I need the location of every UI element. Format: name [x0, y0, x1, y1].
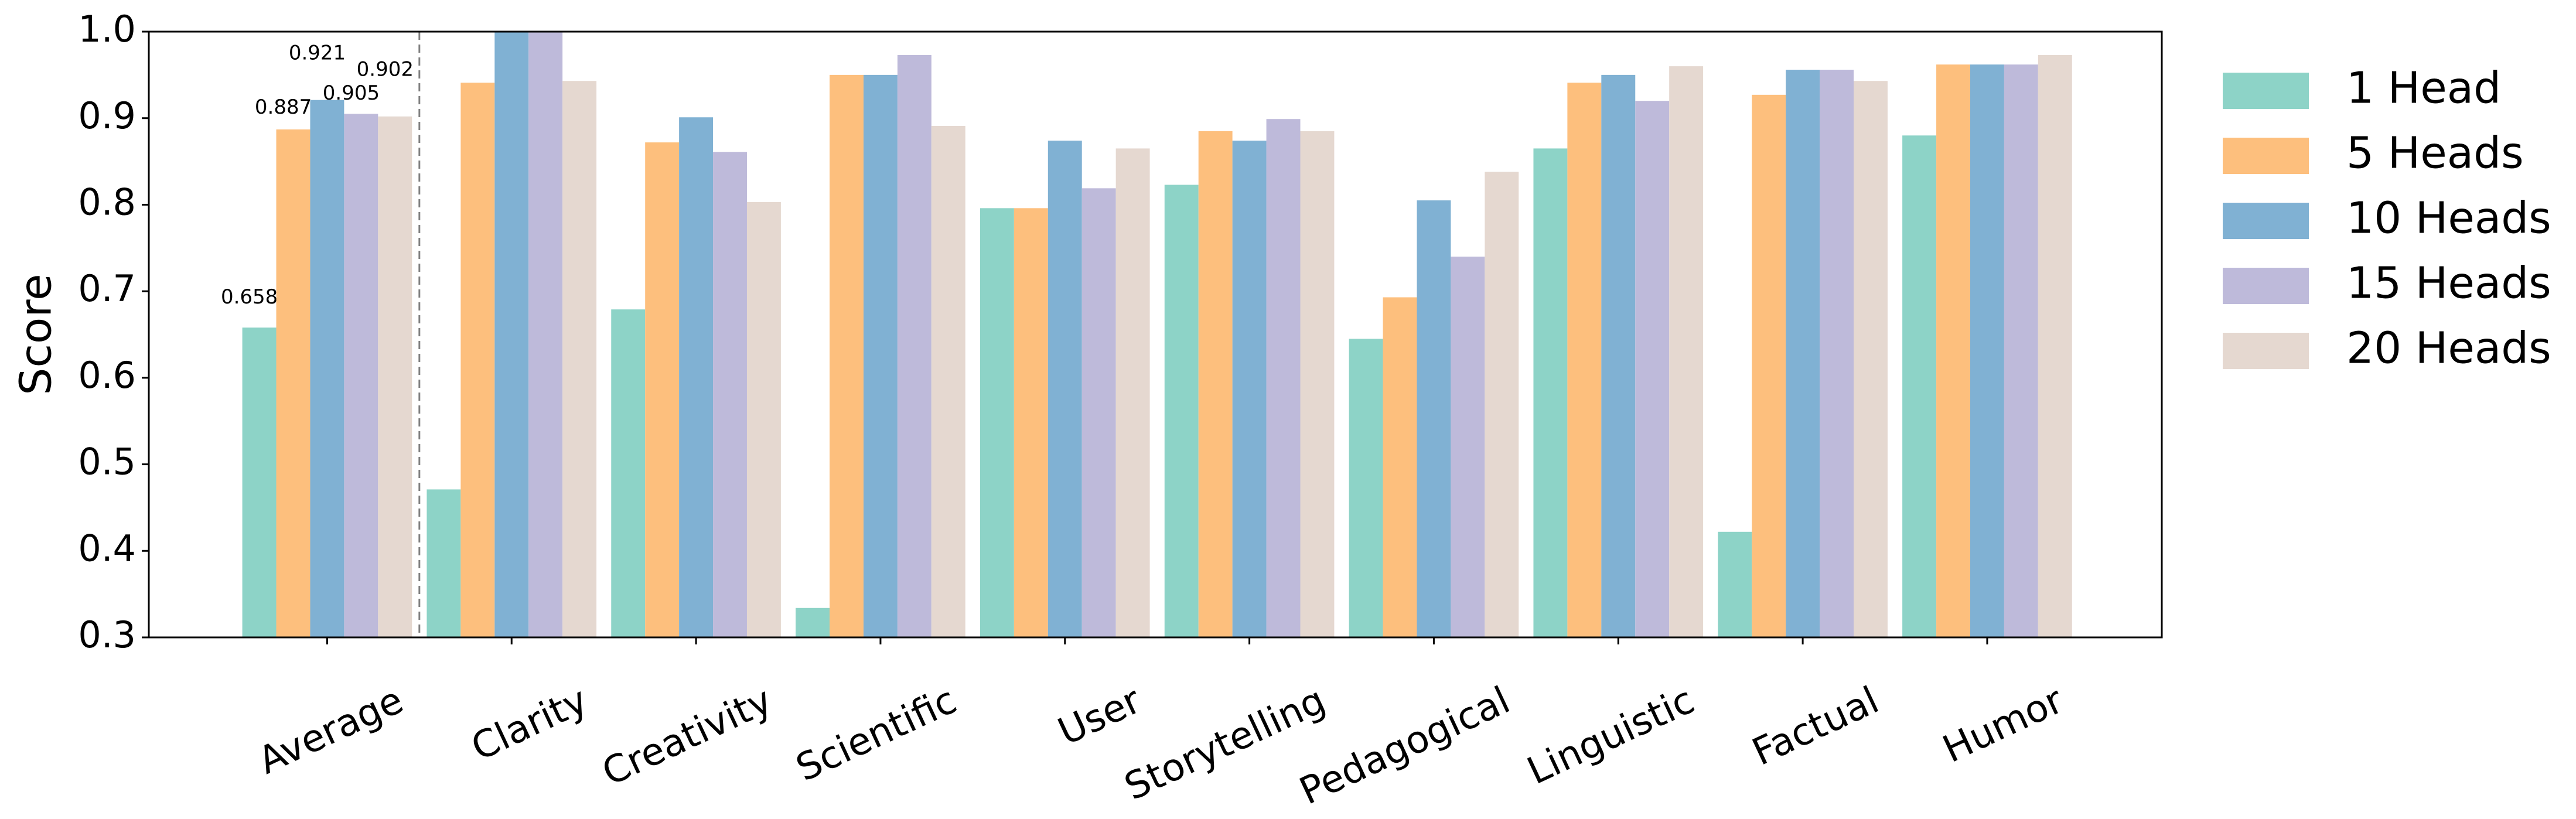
- bar: [1417, 200, 1451, 637]
- bar: [679, 117, 714, 638]
- bar: [528, 32, 563, 637]
- legend-swatch: [2223, 73, 2309, 109]
- x-tick-label: Creativity: [596, 678, 779, 794]
- y-tick-label: 0.3: [78, 613, 136, 656]
- y-tick-label: 0.8: [78, 181, 136, 224]
- x-tick-label: Linguistic: [1521, 678, 1701, 793]
- bar: [1232, 141, 1267, 637]
- bar: [1451, 257, 1485, 637]
- legend-swatch: [2223, 138, 2309, 174]
- bar: [863, 74, 898, 638]
- bar: [1820, 69, 1854, 638]
- y-tick-label: 0.9: [78, 94, 136, 137]
- bar: [276, 129, 311, 638]
- bar: [1533, 148, 1568, 637]
- bar: [1936, 64, 1970, 638]
- bar: [1718, 531, 1752, 637]
- bar: [645, 142, 680, 637]
- y-tick-label: 0.7: [78, 267, 136, 310]
- bar: [562, 81, 597, 637]
- bar: [1300, 131, 1335, 637]
- bar: [1970, 64, 2004, 638]
- data-label: 0.902: [357, 57, 414, 81]
- bar: [1601, 74, 1636, 638]
- x-tick-label: User: [1052, 678, 1148, 754]
- y-axis-label: Score: [11, 274, 62, 395]
- x-tick-label: Humor: [1936, 678, 2070, 772]
- bar: [1854, 81, 1888, 637]
- legend-swatch: [2223, 333, 2309, 369]
- y-tick-label: 1.0: [78, 8, 136, 50]
- bar: [1266, 119, 1301, 638]
- bar: [1048, 141, 1082, 637]
- bar: [344, 114, 378, 638]
- legend-swatch: [2223, 268, 2309, 304]
- bar: [611, 309, 646, 637]
- bar: [1081, 188, 1116, 637]
- bar: [1902, 135, 1937, 637]
- data-label: 0.905: [323, 81, 380, 105]
- bar: [427, 489, 461, 637]
- x-tick-label: Clarity: [465, 678, 594, 769]
- y-tick-label: 0.6: [78, 354, 136, 397]
- bar: [1383, 297, 1417, 637]
- y-tick-label: 0.5: [78, 441, 136, 483]
- legend-label: 15 Heads: [2346, 258, 2551, 309]
- bar: [1164, 185, 1199, 637]
- bar: [2038, 54, 2072, 637]
- bar: [378, 116, 412, 637]
- x-tick-label: Pedagogical: [1293, 678, 1516, 813]
- bar: [1635, 101, 1670, 637]
- bar: [746, 202, 781, 637]
- bar: [1485, 172, 1519, 638]
- data-label: 0.921: [289, 41, 346, 64]
- legend-label: 1 Head: [2346, 63, 2501, 114]
- bar: [1014, 208, 1048, 637]
- legend-label: 10 Heads: [2346, 193, 2551, 244]
- bar: [931, 126, 965, 638]
- data-label: 0.887: [255, 95, 312, 119]
- bar: [1567, 83, 1602, 637]
- bar: [1752, 94, 1786, 637]
- bar: [713, 152, 747, 637]
- x-tick-label: Factual: [1746, 678, 1885, 774]
- x-tick-label: Scientific: [790, 678, 963, 790]
- legend-swatch: [2223, 203, 2309, 239]
- bar: [1198, 131, 1233, 637]
- legend-label: 5 Heads: [2346, 128, 2524, 179]
- bar: [980, 208, 1014, 637]
- data-label: 0.658: [221, 285, 278, 309]
- bar: [796, 608, 830, 637]
- bar: [2004, 64, 2038, 638]
- legend-label: 20 Heads: [2346, 323, 2551, 374]
- bar: [494, 32, 529, 637]
- bar: [310, 100, 344, 638]
- bar: [1349, 339, 1383, 637]
- plot-frame: [148, 30, 2163, 639]
- bar: [897, 54, 932, 637]
- bar: [1786, 69, 1820, 638]
- bar: [242, 327, 277, 637]
- bar: [460, 83, 495, 637]
- bar: [1115, 148, 1150, 637]
- y-tick-label: 0.4: [78, 527, 136, 569]
- x-tick-label: Average: [252, 678, 410, 783]
- bar: [830, 74, 864, 638]
- bar: [1669, 66, 1704, 638]
